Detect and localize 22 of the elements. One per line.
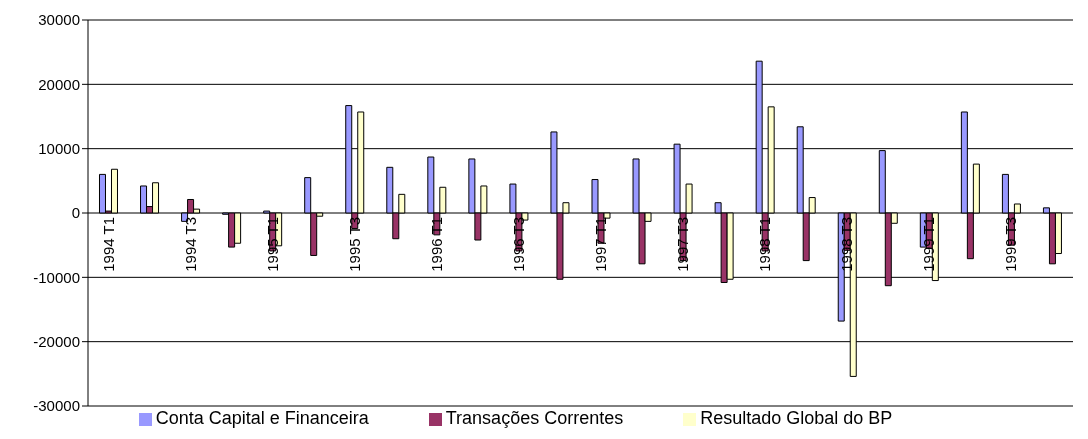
x-tick-label: 1996 T1 (427, 217, 445, 272)
legend-label: Resultado Global do BP (700, 408, 893, 428)
x-tick-label: 1995 T1 (263, 217, 281, 272)
x-tick-label: 1997 T1 (592, 217, 610, 272)
y-tick-label: -10000 (33, 268, 80, 286)
x-tick-label: 1994 T3 (181, 217, 199, 272)
y-tick-label: 0 (71, 204, 80, 222)
y-tick-label: 10000 (38, 139, 80, 157)
y-tick-label: 20000 (38, 75, 80, 93)
x-tick-label: 1998 T3 (838, 217, 856, 272)
x-tick-label: 1997 T3 (674, 217, 692, 272)
y-tick-label: 30000 (38, 11, 80, 29)
y-tick-label: -20000 (33, 332, 80, 350)
y-tick-label: -30000 (33, 397, 80, 415)
x-tick-label: 1996 T3 (509, 217, 527, 272)
x-tick-label: 1995 T3 (345, 217, 363, 272)
legend-label: Transações Correntes (445, 408, 624, 428)
x-tick-label: 1998 T1 (756, 217, 774, 272)
x-tick-label: 1999 T1 (920, 217, 938, 272)
legend-label: Conta Capital e Financeira (155, 408, 369, 428)
x-tick-label: 1994 T1 (99, 217, 117, 272)
x-tick-label: 1999 T3 (1002, 217, 1020, 272)
